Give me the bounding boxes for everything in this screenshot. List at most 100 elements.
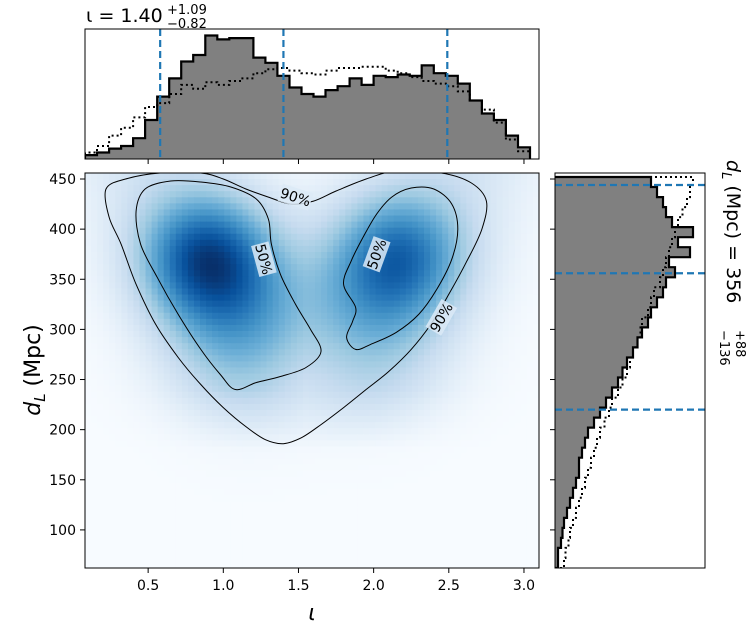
heatmap-cell [145, 349, 153, 356]
heatmap-cell [133, 458, 141, 466]
heatmap-cell [496, 185, 504, 192]
heatmap-cell [242, 300, 250, 308]
heatmap-cell [363, 434, 371, 441]
heatmap-cell [363, 410, 371, 417]
heatmap-cell [472, 416, 480, 423]
heatmap-cell [157, 227, 165, 235]
heatmap-cell [115, 464, 122, 472]
heatmap-cell [381, 324, 389, 332]
heatmap-cell [357, 519, 365, 527]
heatmap-cell [91, 367, 98, 375]
heatmap-cell [230, 440, 237, 448]
heatmap-cell [502, 470, 510, 478]
heatmap-cell [260, 349, 268, 356]
heatmap-cell [363, 203, 371, 211]
heatmap-cell [496, 422, 504, 429]
heatmap-cell [181, 331, 189, 338]
heatmap-cell [405, 373, 413, 381]
heatmap-cell [212, 294, 219, 302]
heatmap-cell [532, 179, 539, 186]
heatmap-cell [115, 379, 122, 387]
heatmap-cell [423, 507, 431, 514]
heatmap-cell [327, 446, 334, 454]
heatmap-cell [423, 361, 431, 369]
heatmap-cell [260, 519, 268, 527]
heatmap-cell [175, 519, 183, 527]
heatmap-cell [91, 245, 98, 253]
heatmap-cell [163, 373, 171, 381]
heatmap-cell [339, 519, 346, 527]
heatmap-cell [399, 519, 407, 527]
heatmap-cell [272, 489, 280, 496]
heatmap-cell [321, 343, 328, 350]
heatmap-cell [460, 537, 467, 545]
heatmap-cell [496, 349, 504, 356]
heatmap-cell [236, 543, 243, 551]
heatmap-cell [206, 470, 213, 478]
heatmap-cell [97, 385, 104, 393]
heatmap-cell [266, 501, 274, 508]
y-tick-label: 350 [49, 272, 76, 288]
heatmap-cell [230, 379, 237, 387]
heatmap-cell [460, 343, 467, 350]
heatmap-cell [454, 324, 461, 332]
heatmap-cell [254, 434, 262, 441]
heatmap-cell [278, 373, 286, 381]
heatmap-cell [436, 252, 443, 259]
heatmap-cell [133, 379, 141, 387]
heatmap-cell [248, 543, 256, 551]
heatmap-cell [272, 397, 280, 405]
heatmap-cell [163, 282, 171, 290]
heatmap-cell [121, 318, 128, 326]
heatmap-cell [296, 458, 304, 466]
heatmap-cell [115, 185, 122, 192]
heatmap-cell [284, 233, 292, 241]
heatmap-cell [369, 179, 377, 186]
heatmap-cell [145, 264, 153, 271]
heatmap-cell [387, 464, 395, 472]
heatmap-cell [532, 282, 539, 290]
heatmap-cell [508, 215, 516, 223]
heatmap-cell [339, 239, 346, 247]
heatmap-cell [345, 403, 352, 411]
heatmap-cell [430, 245, 437, 253]
heatmap-cell [169, 276, 177, 283]
heatmap-cell [109, 173, 116, 180]
heatmap-cell [315, 561, 322, 568]
heatmap-cell [145, 507, 153, 514]
heatmap-cell [200, 361, 207, 369]
heatmap-cell [417, 349, 425, 356]
heatmap-cell [417, 306, 425, 314]
heatmap-cell [454, 215, 461, 223]
heatmap-cell [200, 185, 207, 192]
heatmap-cell [460, 221, 467, 229]
heatmap-cell [97, 179, 104, 186]
heatmap-cell [284, 331, 292, 338]
heatmap-cell [399, 410, 407, 417]
heatmap-cell [163, 324, 171, 332]
heatmap-cell [91, 197, 98, 204]
heatmap-cell [218, 270, 225, 277]
heatmap-cell [411, 464, 419, 472]
heatmap-cell [272, 464, 280, 472]
heatmap-cell [206, 233, 213, 241]
heatmap-cell [290, 258, 298, 265]
contour-50-2 [343, 186, 459, 351]
heatmap-cell [127, 489, 135, 496]
heatmap-cell [127, 422, 135, 429]
heatmap-cell [472, 452, 480, 460]
heatmap-cell [181, 270, 189, 277]
heatmap-cell [448, 191, 455, 198]
heatmap-cell [85, 513, 92, 520]
heatmap-cell [381, 343, 389, 350]
heatmap-cell [333, 495, 340, 502]
heatmap-cell [460, 531, 467, 539]
heatmap-cell [315, 191, 322, 198]
heatmap-cell [224, 531, 231, 539]
heatmap-cell [405, 349, 413, 356]
heatmap-cell [296, 385, 304, 393]
heatmap-cell [423, 264, 431, 271]
heatmap-cell [163, 379, 171, 387]
heatmap-cell [296, 537, 304, 545]
heatmap-cell [460, 495, 467, 502]
